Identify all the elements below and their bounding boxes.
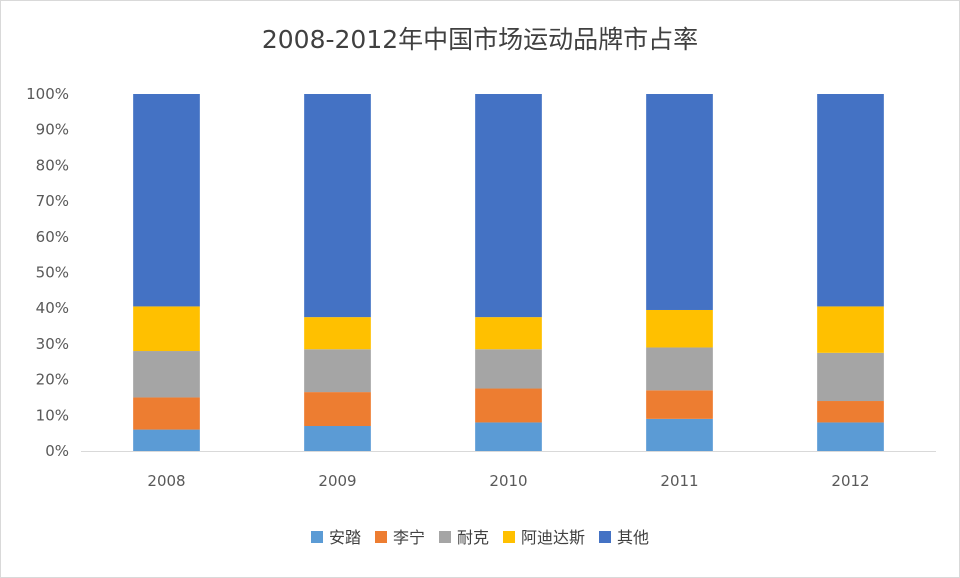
- bar-segment: [133, 397, 200, 430]
- bar-segment: [475, 94, 542, 318]
- x-tick-label: 2011: [660, 472, 698, 490]
- y-tick-label: 80%: [36, 156, 69, 174]
- y-tick-label: 60%: [36, 228, 69, 246]
- y-tick-label: 100%: [26, 85, 69, 103]
- legend-swatch: [599, 531, 611, 543]
- y-tick-label: 70%: [36, 192, 69, 210]
- y-tick-label: 40%: [36, 299, 69, 317]
- legend-label: 耐克: [457, 528, 489, 547]
- bar-segment: [133, 306, 200, 352]
- legend-swatch: [375, 531, 387, 543]
- bar-segment: [817, 401, 884, 423]
- x-axis: 2008 2009 2010 2011 2012: [81, 451, 936, 490]
- bar-segment: [817, 352, 884, 402]
- bar-segment: [304, 317, 371, 350]
- bar-segment: [475, 349, 542, 389]
- bar-segment: [646, 94, 713, 310]
- legend-label: 安踏: [329, 528, 361, 547]
- legend-label: 其他: [617, 528, 649, 547]
- y-tick-label: 10%: [36, 406, 69, 424]
- bar-segment: [304, 94, 371, 318]
- bar-segment: [817, 422, 884, 451]
- x-tick-label: 2008: [147, 472, 185, 490]
- bar-segment: [817, 306, 884, 353]
- legend-swatch: [503, 531, 515, 543]
- bar-segment: [646, 418, 713, 451]
- x-tick-label: 2009: [318, 472, 356, 490]
- bar-segment: [133, 429, 200, 451]
- y-tick-label: 0%: [45, 442, 69, 460]
- legend-swatch: [311, 531, 323, 543]
- bar-segment: [133, 94, 200, 307]
- bar-segment: [646, 390, 713, 419]
- y-tick-label: 30%: [36, 335, 69, 353]
- bar-segment: [475, 388, 542, 423]
- bar-segment: [304, 392, 371, 427]
- legend: 安踏 李宁 耐克 阿迪达斯 其他: [311, 528, 649, 547]
- bar-segment: [817, 94, 884, 307]
- y-tick-label: 20%: [36, 371, 69, 389]
- legend-label: 阿迪达斯: [521, 528, 585, 547]
- bar-segment: [304, 426, 371, 451]
- y-tick-label: 90%: [36, 121, 69, 139]
- x-tick-label: 2010: [489, 472, 527, 490]
- x-tick-label: 2012: [831, 472, 869, 490]
- y-axis: 0% 10% 20% 30% 40% 50% 60% 70% 80% 90% 100%: [26, 85, 69, 460]
- bar-segment: [646, 309, 713, 348]
- bars: [133, 94, 884, 451]
- legend-label: 李宁: [393, 528, 425, 547]
- bar-segment: [475, 422, 542, 451]
- bar-segment: [646, 347, 713, 391]
- chart-title: 2008-2012年中国市场运动品牌市占率: [262, 25, 698, 54]
- bar-segment: [475, 317, 542, 350]
- y-tick-label: 50%: [36, 264, 69, 282]
- bar-segment: [304, 349, 371, 393]
- bar-segment: [133, 351, 200, 398]
- legend-swatch: [439, 531, 451, 543]
